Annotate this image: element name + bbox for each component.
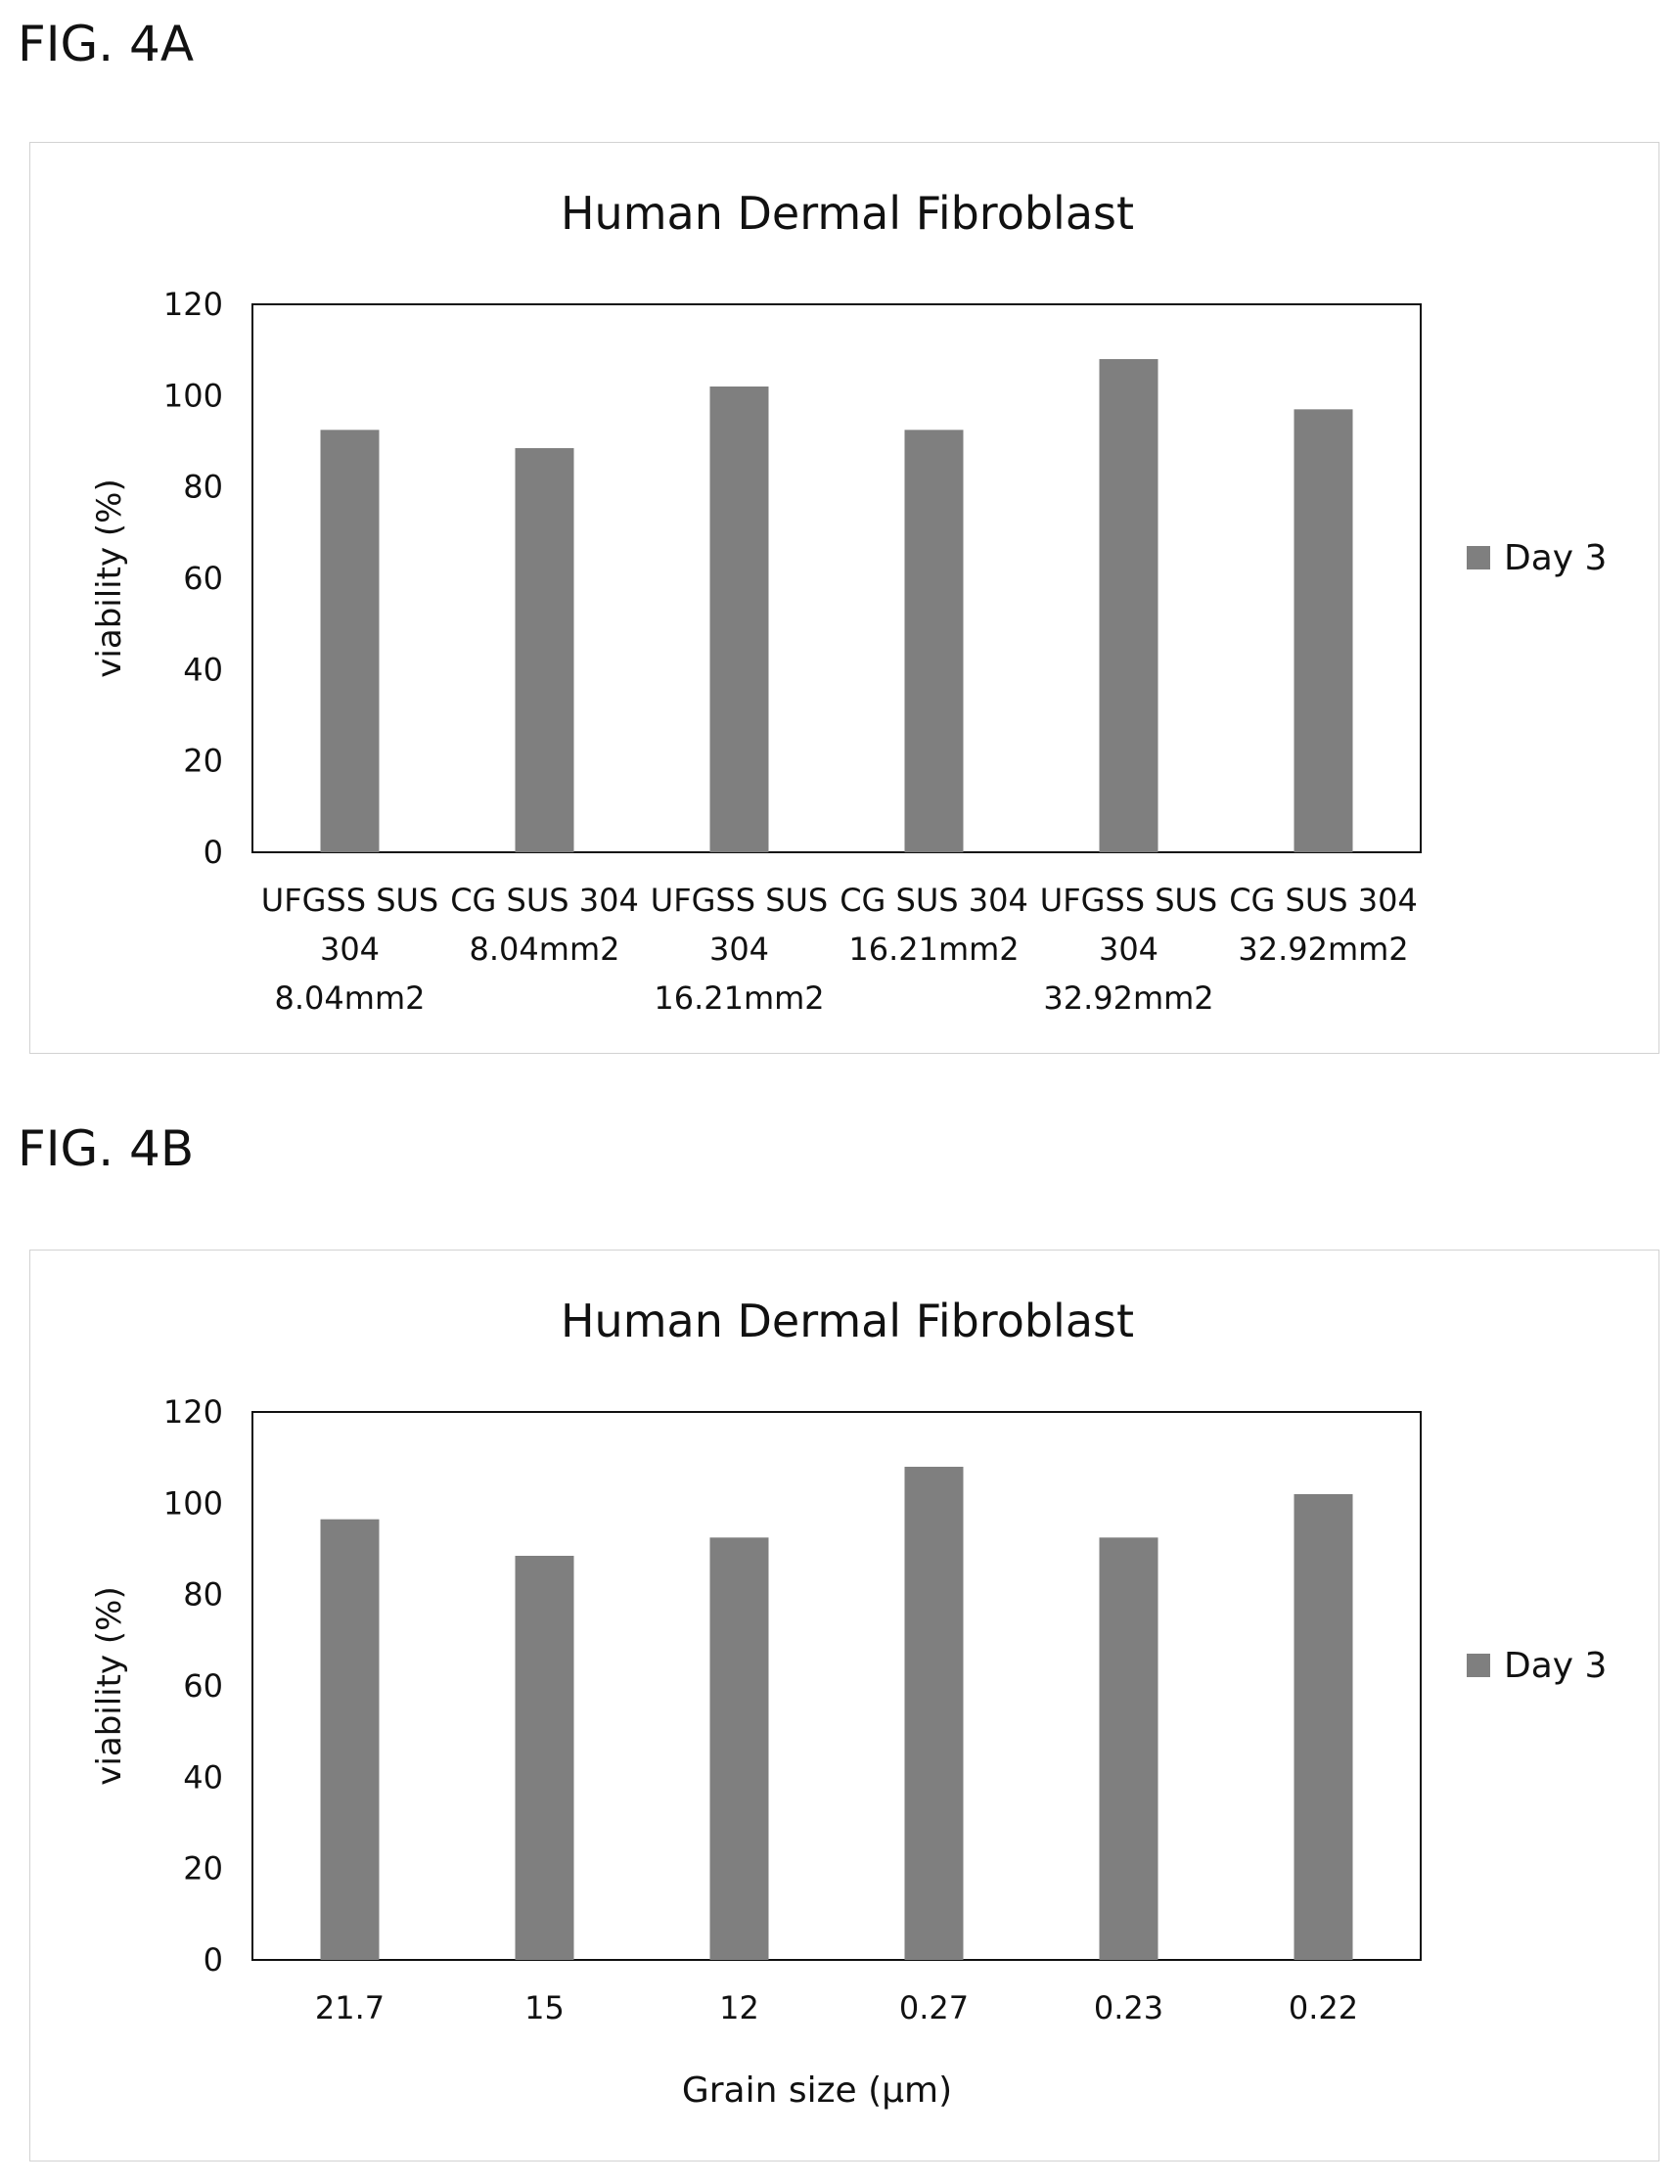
chart-4b-xtick-label: 12: [719, 1989, 759, 2026]
chart-4a-bar: [320, 430, 380, 852]
chart-4b-ylabel: viability (%): [90, 1586, 129, 1785]
chart-4a-plot-frame: [251, 303, 1422, 853]
chart-4b-legend-label: Day 3: [1504, 1646, 1607, 1686]
figure-4b-label: FIG. 4B: [18, 1120, 195, 1177]
chart-4a-xtick-label: 32.92mm2: [1238, 931, 1408, 968]
chart-4b-ytick-label: 40: [183, 1758, 223, 1796]
chart-4b-plot-frame: [251, 1411, 1422, 1961]
chart-4b-bar: [320, 1519, 380, 1960]
chart-4a-bar: [904, 430, 964, 852]
chart-4a-xtick-label: 8.04mm2: [275, 979, 426, 1017]
chart-4a-xtick-label: 32.92mm2: [1043, 979, 1213, 1017]
chart-4b-ytick-label: 120: [163, 1393, 223, 1431]
chart-4a-xtick-label: 304: [1099, 931, 1158, 968]
figure-4a-label: FIG. 4A: [18, 16, 195, 72]
chart-4b-bar: [1294, 1494, 1353, 1960]
chart-4b-bar: [515, 1556, 574, 1960]
chart-4a-svg: Human Dermal Fibroblast 0 20 40 60 80 100 120 vi…: [90, 187, 1607, 1017]
chart-4a-xtick-label: CG SUS 304: [1229, 882, 1418, 919]
chart-4b-bar: [904, 1467, 964, 1960]
chart-4b-xtick-label: 0.23: [1094, 1989, 1163, 2026]
chart-4a-xtick-label: UFGSS SUS: [261, 882, 438, 919]
chart-4b-bar: [1099, 1537, 1158, 1960]
chart-4b-xtick-label: 0.27: [899, 1989, 969, 2026]
chart-4a-xtick-label: UFGSS SUS: [651, 882, 828, 919]
chart-4a-xtick-label: 8.04mm2: [470, 931, 620, 968]
chart-4b-svg: Human Dermal Fibroblast 0 20 40 60 80 100 120 vi…: [90, 1295, 1607, 2111]
chart-4a-ytick-label: 100: [163, 377, 223, 414]
chart-4b-xtick-label: 21.7: [315, 1989, 385, 2026]
chart-4b-xtick-label: 0.22: [1289, 1989, 1358, 2026]
chart-4a-bar: [515, 448, 574, 852]
chart-4a-title: Human Dermal Fibroblast: [561, 187, 1134, 240]
chart-4a-ytick-label: 0: [204, 834, 223, 871]
chart-4a-xtick-label: CG SUS 304: [450, 882, 639, 919]
chart-4a-legend-label: Day 3: [1504, 538, 1607, 578]
chart-4b-legend-swatch: [1467, 1654, 1490, 1677]
chart-4a-ytick-label: 80: [183, 469, 223, 506]
chart-4b-xtick-label: 15: [524, 1989, 565, 2026]
chart-4a-xtick-label: UFGSS SUS: [1040, 882, 1217, 919]
chart-4a-ytick-label: 60: [183, 560, 223, 597]
chart-4b-ytick-label: 100: [163, 1484, 223, 1522]
chart-4b-ytick-label: 80: [183, 1576, 223, 1614]
chart-4b: Human Dermal Fibroblast 0 20 40 60 80 100 120 vi…: [29, 1250, 1659, 2161]
chart-4b-bar: [709, 1537, 769, 1960]
chart-4a-legend-swatch: [1467, 546, 1490, 569]
chart-4a-bar: [709, 387, 769, 852]
chart-4a-xtick-label: CG SUS 304: [840, 882, 1028, 919]
chart-4a-xtick-label: 304: [709, 931, 769, 968]
chart-4a-xtick-label: 16.21mm2: [654, 979, 824, 1017]
chart-4b-xlabel: Grain size (μm): [682, 2070, 952, 2111]
chart-4a-ytick-label: 120: [163, 286, 223, 323]
chart-4a-bar: [1099, 359, 1158, 852]
chart-4a-bar: [1294, 409, 1353, 852]
chart-4a-ytick-label: 40: [183, 651, 223, 688]
chart-4a-xtick-label: 304: [320, 931, 380, 968]
chart-4a-ytick-label: 20: [183, 743, 223, 780]
chart-4a-ylabel: viability (%): [90, 478, 129, 677]
chart-4b-ytick-label: 60: [183, 1667, 223, 1705]
chart-4a-xtick-label: 16.21mm2: [848, 931, 1019, 968]
chart-4a: Human Dermal Fibroblast 0 20 40 60 80 100 120 vi…: [29, 142, 1659, 1054]
chart-4b-ytick-label: 20: [183, 1850, 223, 1888]
chart-4b-ytick-label: 0: [204, 1941, 223, 1979]
chart-4b-title: Human Dermal Fibroblast: [561, 1295, 1134, 1347]
